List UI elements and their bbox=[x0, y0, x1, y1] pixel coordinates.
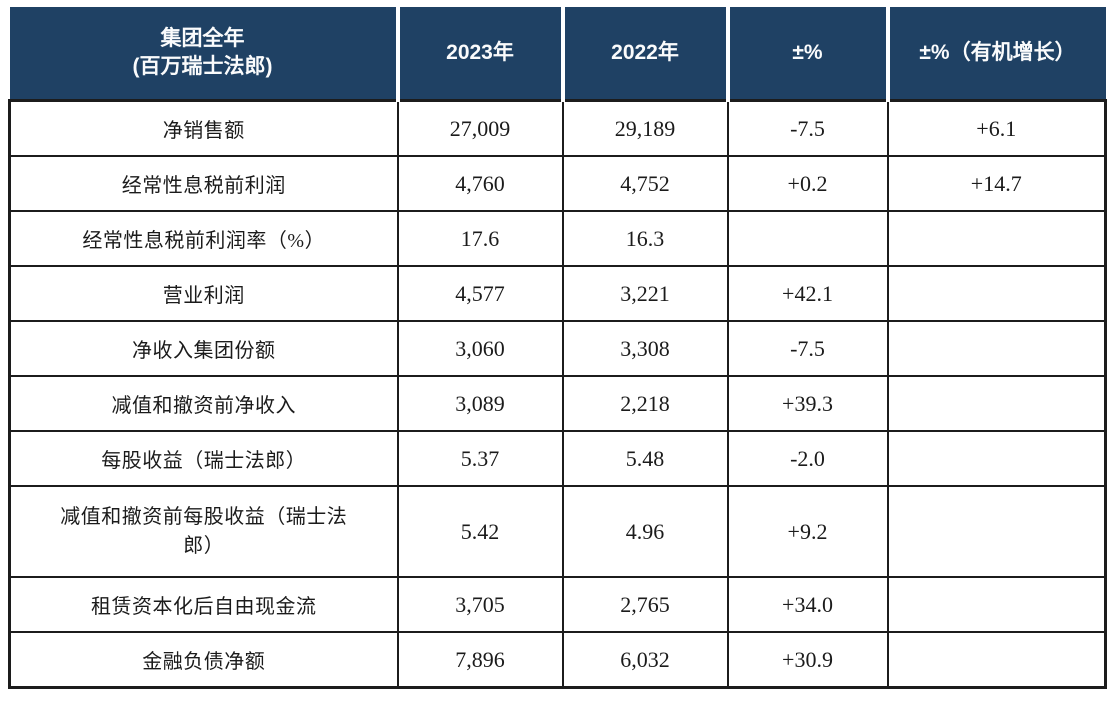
organic-change-cell: +6.1 bbox=[886, 99, 1107, 157]
organic-change-cell bbox=[886, 631, 1107, 689]
metric-label-cell: 租赁资本化后自由现金流 bbox=[8, 576, 399, 633]
value-2023-cell: 4,760 bbox=[396, 155, 564, 212]
organic-change-cell bbox=[886, 430, 1107, 487]
value-2022-cell: 5.48 bbox=[561, 430, 729, 487]
value-2023-cell: 5.37 bbox=[396, 430, 564, 487]
value-2022-cell: 3,308 bbox=[561, 320, 729, 377]
metric-label-cell: 净销售额 bbox=[8, 99, 399, 157]
table-row: 减值和撤资前净收入 3,089 2,218 +39.3 bbox=[8, 375, 1107, 432]
table-row: 经常性息税前利润 4,760 4,752 +0.2 +14.7 bbox=[8, 155, 1107, 212]
value-2023-cell: 27,009 bbox=[396, 99, 564, 157]
organic-change-cell bbox=[886, 265, 1107, 322]
metric-label-cell: 减值和撤资前每股收益（瑞士法郎） bbox=[8, 485, 399, 578]
header-group-metric-line1: 集团全年 bbox=[160, 26, 245, 50]
table-row: 金融负债净额 7,896 6,032 +30.9 bbox=[8, 631, 1107, 689]
table-row: 租赁资本化后自由现金流 3,705 2,765 +34.0 bbox=[8, 576, 1107, 633]
header-row: 集团全年 (百万瑞士法郎) 2023年 2022年 ±% ±%（有机增长） bbox=[9, 7, 1106, 101]
table-row: 每股收益（瑞士法郎） 5.37 5.48 -2.0 bbox=[8, 430, 1107, 487]
change-pct-cell: +34.0 bbox=[726, 576, 889, 633]
value-2023-cell: 3,060 bbox=[396, 320, 564, 377]
value-2023-cell: 3,089 bbox=[396, 375, 564, 432]
metric-label-cell: 金融负债净额 bbox=[8, 631, 399, 689]
organic-change-cell bbox=[886, 576, 1107, 633]
change-pct-cell: -2.0 bbox=[726, 430, 889, 487]
value-2022-cell: 3,221 bbox=[561, 265, 729, 322]
organic-change-cell bbox=[886, 210, 1107, 267]
metric-label-cell: 经常性息税前利润率（%） bbox=[8, 210, 399, 267]
table-row: 经常性息税前利润率（%） 17.6 16.3 bbox=[8, 210, 1107, 267]
header-2023: 2023年 bbox=[395, 7, 565, 101]
table-row: 净销售额 27,009 29,189 -7.5 +6.1 bbox=[8, 99, 1107, 157]
value-2022-cell: 4.96 bbox=[561, 485, 729, 578]
change-pct-cell: +0.2 bbox=[726, 155, 889, 212]
change-pct-cell: +42.1 bbox=[726, 265, 889, 322]
value-2022-cell: 2,765 bbox=[561, 576, 729, 633]
organic-change-cell bbox=[886, 485, 1107, 578]
change-pct-cell: -7.5 bbox=[726, 99, 889, 157]
value-2023-cell: 3,705 bbox=[396, 576, 564, 633]
header-2022: 2022年 bbox=[560, 7, 730, 101]
change-pct-cell: +9.2 bbox=[726, 485, 889, 578]
value-2023-cell: 5.42 bbox=[396, 485, 564, 578]
value-2023-cell: 17.6 bbox=[396, 210, 564, 267]
change-pct-cell: +39.3 bbox=[726, 375, 889, 432]
change-pct-cell bbox=[726, 210, 889, 267]
table-row: 净收入集团份额 3,060 3,308 -7.5 bbox=[8, 320, 1107, 377]
organic-change-cell bbox=[886, 375, 1107, 432]
value-2022-cell: 6,032 bbox=[561, 631, 729, 689]
header-group-metric-line2: (百万瑞士法郎) bbox=[132, 55, 273, 78]
header-organic-change-pct: ±%（有机增长） bbox=[885, 7, 1106, 101]
metric-label-cell: 减值和撤资前净收入 bbox=[8, 375, 399, 432]
table-row: 营业利润 4,577 3,221 +42.1 bbox=[8, 265, 1107, 322]
metric-label-text: 减值和撤资前每股收益（瑞士法郎） bbox=[60, 505, 348, 557]
value-2022-cell: 2,218 bbox=[561, 375, 729, 432]
metric-label-cell: 经常性息税前利润 bbox=[8, 155, 399, 212]
value-2022-cell: 16.3 bbox=[561, 210, 729, 267]
metric-label-cell: 每股收益（瑞士法郎） bbox=[8, 430, 399, 487]
value-2022-cell: 29,189 bbox=[561, 99, 729, 157]
organic-change-cell bbox=[886, 320, 1107, 377]
value-2022-cell: 4,752 bbox=[561, 155, 729, 212]
metric-label-cell: 营业利润 bbox=[8, 265, 399, 322]
organic-change-cell: +14.7 bbox=[886, 155, 1107, 212]
group-financial-results-table: 集团全年 (百万瑞士法郎) 2023年 2022年 ±% ±%（有机增长） 净销… bbox=[8, 7, 1107, 689]
header-group-metric: 集团全年 (百万瑞士法郎) bbox=[9, 7, 400, 101]
header-change-pct: ±% bbox=[725, 7, 890, 101]
table-row: 减值和撤资前每股收益（瑞士法郎） 5.42 4.96 +9.2 bbox=[8, 485, 1107, 578]
value-2023-cell: 4,577 bbox=[396, 265, 564, 322]
metric-label-cell: 净收入集团份额 bbox=[8, 320, 399, 377]
change-pct-cell: +30.9 bbox=[726, 631, 889, 689]
value-2023-cell: 7,896 bbox=[396, 631, 564, 689]
change-pct-cell: -7.5 bbox=[726, 320, 889, 377]
